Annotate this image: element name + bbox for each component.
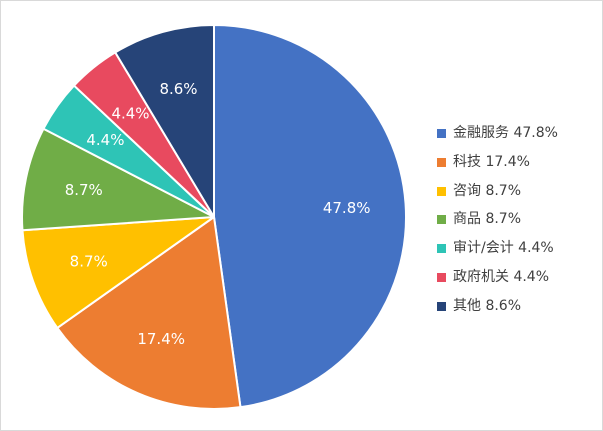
legend-item: 金融服务 47.8%: [437, 119, 597, 148]
slice-data-label: 4.4%: [111, 104, 149, 122]
pie-slice: [114, 24, 215, 218]
legend-item: 科技 17.4%: [437, 148, 597, 177]
legend-label: 其他 8.6%: [453, 297, 522, 314]
legend-item: 审计/会计 4.4%: [437, 234, 597, 263]
legend-item: 政府机关 4.4%: [437, 263, 597, 292]
legend-swatch: [437, 301, 446, 311]
slice-data-label: 8.6%: [159, 80, 197, 98]
legend-label: 商品 8.7%: [453, 211, 522, 228]
legend-swatch: [437, 157, 446, 167]
legend-item: 商品 8.7%: [437, 205, 597, 234]
legend-swatch: [437, 129, 446, 138]
legend-label: 咨询 8.7%: [453, 182, 522, 199]
legend-swatch: [437, 244, 446, 254]
slice-data-label: 8.7%: [70, 253, 108, 271]
slice-data-label: 4.4%: [86, 131, 124, 149]
legend-swatch: [437, 186, 446, 196]
legend-swatch: [437, 272, 446, 282]
pie-slice: [56, 216, 242, 410]
legend-label: 科技 17.4%: [453, 153, 530, 170]
pie-slice: [21, 216, 215, 329]
legend-swatch: [437, 215, 446, 225]
legend-label: 金融服务 47.8%: [453, 125, 558, 141]
slice-data-label: 17.4%: [137, 330, 185, 348]
slice-data-label: 47.8%: [323, 199, 371, 217]
legend-label: 政府机关 4.4%: [453, 268, 550, 285]
pie-slice: [21, 127, 215, 232]
legend-item: 咨询 8.7%: [437, 177, 597, 206]
legend-item: 其他 8.6%: [437, 292, 597, 321]
legend-label: 审计/会计 4.4%: [453, 240, 554, 257]
slice-data-label: 8.7%: [65, 181, 103, 199]
chart-legend: 金融服务 47.8% 科技 17.4% 咨询 8.7% 商品 8.7% 审计/会计 4.…: [437, 119, 597, 321]
pie-slice: [213, 24, 408, 409]
